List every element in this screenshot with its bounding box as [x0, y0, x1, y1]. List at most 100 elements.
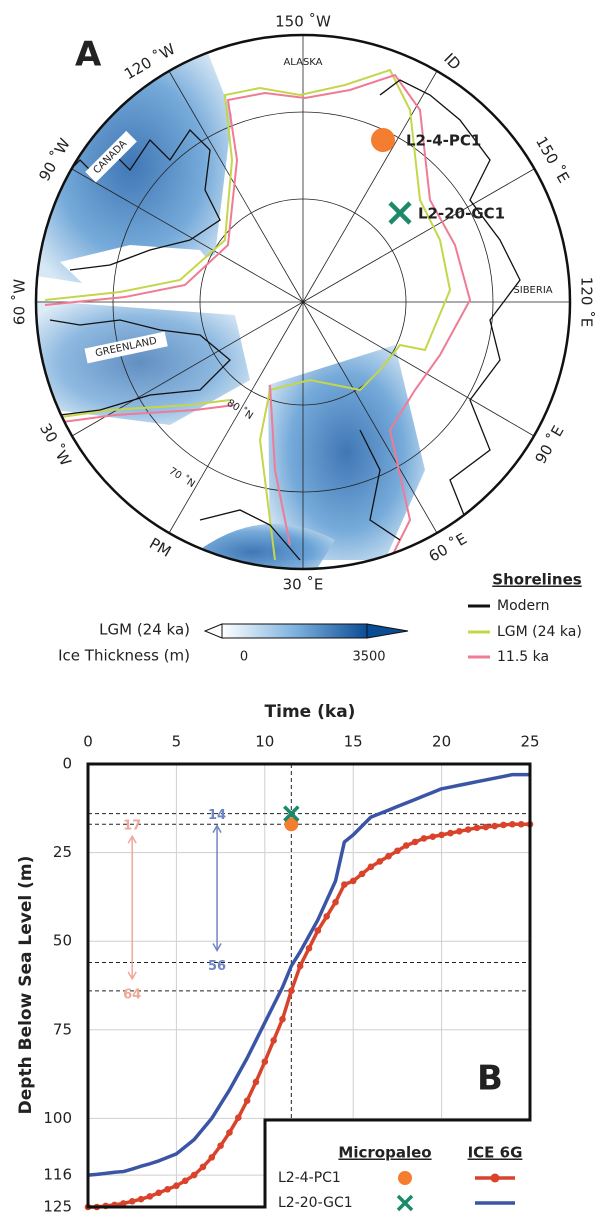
- series-dot: [411, 838, 419, 846]
- series-line: [87, 772, 530, 1177]
- x-tick-label: 0: [83, 733, 93, 751]
- series-dot: [146, 1193, 154, 1200]
- series-dot: [190, 1171, 198, 1179]
- y-tick-label: 75: [53, 1020, 72, 1038]
- series-dot: [332, 898, 339, 906]
- arrow-head: [212, 824, 222, 833]
- series-dot: [288, 987, 295, 995]
- series-dot: [137, 1195, 145, 1203]
- series-dot: [234, 1114, 242, 1121]
- series-dot: [455, 828, 463, 835]
- series-dot: [270, 1037, 277, 1044]
- arrow-label: 17: [123, 819, 141, 834]
- series-dot: [128, 1198, 136, 1205]
- x-axis-title: Time (ka): [265, 702, 356, 722]
- panel-label: B: [477, 1059, 503, 1099]
- series-dot: [385, 852, 392, 860]
- y-axis-title: Depth Below Sea Level (m): [16, 856, 36, 1115]
- legend-label: L2-4-PC1: [278, 1170, 341, 1186]
- legend-title: ICE 6G: [468, 1144, 523, 1162]
- polar-map: A 150 ˚W 120 ˚W 90 ˚W 60 ˚W 30 ˚W PM 30 …: [11, 13, 596, 594]
- y-tick-label: 50: [53, 932, 72, 950]
- arrow-head: [127, 971, 137, 981]
- y-tick-label: 125: [43, 1198, 72, 1216]
- lon-label: 120 ˚E: [578, 277, 596, 327]
- micropaleo-marker: [396, 1194, 414, 1212]
- lon-label: PM: [146, 534, 174, 561]
- series-dot: [155, 1189, 163, 1197]
- series-dot: [217, 1142, 224, 1149]
- y-tick-label: 0: [62, 755, 72, 773]
- series-dot: [394, 847, 401, 855]
- series-dot: [243, 1097, 251, 1104]
- micropaleo-marker: [284, 817, 299, 832]
- legend-title: Micropaleo: [338, 1144, 431, 1162]
- arrow-label: 64: [123, 987, 141, 1002]
- lon-label: 60 ˚W: [11, 279, 29, 325]
- series-dot: [464, 826, 472, 833]
- legend-title: Shorelines: [492, 571, 581, 589]
- series-dot: [447, 829, 454, 837]
- series-dot: [420, 835, 428, 842]
- legend-item: LGM (24 ka): [497, 624, 582, 640]
- colorbar-tick: 3500: [352, 650, 385, 665]
- shoreline-legend: Shorelines Modern LGM (24 ka) 11.5 ka: [468, 571, 582, 665]
- plot: 0 5 10 15 20 25 0 25 50 75 100 116 125 17 64 14 56 B Micro…: [43, 733, 539, 1216]
- site-marker: [371, 128, 395, 152]
- series-dot: [120, 1200, 127, 1207]
- legend-item: 11.5 ka: [497, 649, 549, 665]
- region-label: SIBERIA: [513, 285, 552, 296]
- graticule: [36, 35, 570, 569]
- micropaleo-marker: [398, 1171, 412, 1185]
- series-dot: [429, 833, 437, 840]
- micropaleo-marker: [283, 805, 300, 822]
- series-dot: [509, 820, 516, 828]
- series-dot: [341, 881, 348, 888]
- series-dot: [173, 1182, 180, 1190]
- legend-label: L2-20-GC1: [278, 1195, 353, 1211]
- x-tick-label: 25: [520, 733, 539, 751]
- series-dot: [296, 962, 304, 970]
- series-dot: [208, 1154, 216, 1161]
- lon-label: 150 ˚W: [275, 13, 331, 31]
- lon-label: 30 ˚E: [283, 576, 324, 594]
- legend-border: [263, 1118, 532, 1209]
- arrow-label: 14: [208, 808, 226, 823]
- colorbar-title: Ice Thickness (m): [58, 647, 190, 665]
- series-dot: [402, 842, 410, 849]
- y-tick-label: 25: [53, 843, 72, 861]
- legend-dot: [490, 1173, 500, 1183]
- site-label: L2-4-PC1: [406, 132, 481, 150]
- x-tick-label: 15: [344, 733, 363, 751]
- x-tick-label: 10: [255, 733, 274, 751]
- series-dot: [367, 863, 375, 871]
- panel-label: A: [75, 35, 102, 75]
- series-dot: [517, 820, 525, 828]
- series-dot: [349, 877, 357, 885]
- colorbar-tick: 0: [240, 650, 248, 665]
- y-tick-label: 116: [43, 1166, 72, 1184]
- arrow-label: 56: [208, 959, 226, 974]
- series-dot: [279, 1015, 286, 1023]
- series-dot: [473, 824, 481, 832]
- series-dot: [164, 1185, 171, 1193]
- series-dot: [314, 927, 322, 934]
- series-dot: [358, 870, 366, 878]
- site-marker: [388, 201, 412, 225]
- x-tick-label: 20: [432, 733, 451, 751]
- colorbar-title: LGM (24 ka): [99, 621, 190, 639]
- series-dot: [261, 1058, 269, 1065]
- map-rim: [34, 33, 572, 571]
- region-label: ALASKA: [283, 57, 322, 68]
- legend-item: Modern: [497, 598, 550, 614]
- series-dot: [376, 858, 384, 865]
- series-dot: [181, 1177, 189, 1185]
- shorelines: [39, 68, 521, 561]
- site-label: L2-20-GC1: [418, 205, 505, 223]
- series-dot: [323, 913, 330, 920]
- y-tick-label: 100: [43, 1109, 72, 1127]
- arrow-head: [212, 943, 222, 952]
- series-dot: [226, 1129, 233, 1136]
- arrow-head: [127, 834, 137, 844]
